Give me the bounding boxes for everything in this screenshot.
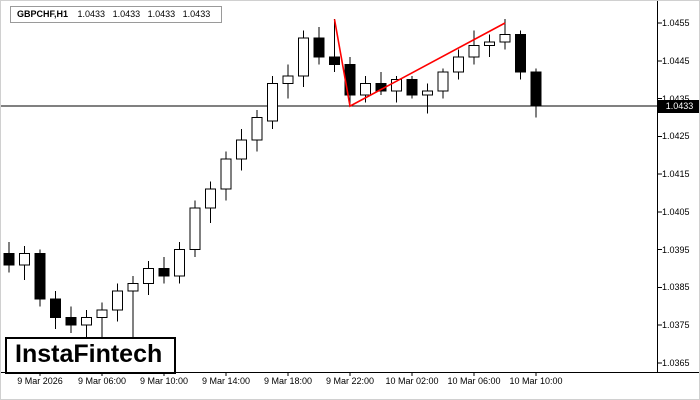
bull-candle: [360, 82, 371, 96]
bull-candle: [282, 75, 294, 84]
bear-candle: [65, 317, 77, 326]
quote-close: 1.0433: [182, 9, 211, 19]
bull-candle: [453, 56, 464, 73]
price-axis: 1.0455 1.0445 1.0435 1.0425 1.0415 1.0405 1.03…: [660, 1, 699, 372]
time-axis-label: 9 Mar 14:00: [201, 376, 251, 386]
price-axis-label: 1.0455: [662, 18, 690, 28]
bull-candle: [236, 139, 247, 160]
time-axis-label: 10 Mar 02:00: [385, 376, 439, 386]
bull-candle: [267, 82, 278, 122]
bull-candle: [19, 252, 30, 266]
bear-candle: [406, 79, 418, 96]
bear-candle: [3, 252, 15, 266]
bull-candle: [220, 158, 232, 190]
time-axis-label: 10 Mar 10:00: [509, 376, 563, 386]
time-axis-label: 9 Mar 18:00: [263, 376, 313, 386]
bear-candle: [329, 56, 340, 66]
price-axis-label: 1.0405: [662, 207, 690, 217]
bull-candle: [484, 41, 495, 47]
price-axis-label: 1.0375: [662, 320, 690, 330]
time-axis: 9 Mar 2026 9 Mar 06:00 9 Mar 10:00 9 Mar 14…: [1, 376, 699, 392]
time-axis-label: 9 Mar 10:00: [139, 376, 189, 386]
price-axis-label: 1.0415: [662, 169, 690, 179]
bear-candle: [50, 298, 61, 319]
time-axis-label: 9 Mar 22:00: [325, 376, 375, 386]
time-axis-label: 9 Mar 2026: [17, 376, 63, 386]
bear-candle: [158, 268, 170, 277]
price-axis-label: 1.0435: [662, 94, 690, 104]
quote-open: 1.0433: [77, 9, 106, 19]
instafintech-logo: InstaFintech: [5, 337, 177, 374]
bull-candle: [96, 309, 108, 319]
quote-high: 1.0433: [112, 9, 141, 19]
time-axis-label: 9 Mar 06:00: [77, 376, 127, 386]
bear-candle: [515, 33, 526, 73]
price-axis-label: 1.0425: [662, 131, 690, 141]
price-axis-label: 1.0385: [662, 282, 690, 292]
logo-text: InstaFintech: [15, 340, 163, 368]
bull-candle: [437, 71, 449, 92]
bull-candle: [127, 283, 139, 292]
bull-candle: [174, 249, 185, 277]
bear-candle: [313, 37, 325, 58]
bear-candle: [34, 252, 46, 300]
price-axis-label: 1.0395: [662, 245, 690, 255]
bear-candle: [530, 71, 542, 107]
bull-candle: [251, 116, 263, 141]
bull-candle: [499, 33, 511, 43]
symbol-timeframe: GBPCHF,H1: [17, 9, 69, 19]
time-axis-label: 10 Mar 06:00: [447, 376, 501, 386]
price-axis-label: 1.0445: [662, 56, 690, 66]
bull-candle: [391, 79, 402, 92]
bull-candle: [81, 317, 92, 326]
bull-candle: [205, 188, 216, 209]
bull-candle: [112, 290, 123, 311]
zigzag-line: [333, 19, 506, 108]
bull-candle: [468, 45, 480, 58]
current-price-tag: 1.0433: [658, 100, 699, 113]
quote-box: GBPCHF,H1 1.0433 1.0433 1.0433 1.0433: [10, 6, 223, 23]
bull-candle: [143, 268, 154, 285]
price-axis-label: 1.0365: [662, 358, 690, 368]
bull-candle: [189, 207, 201, 251]
quote-low: 1.0433: [147, 9, 176, 19]
bull-candle: [298, 37, 309, 77]
bull-candle: [422, 90, 433, 96]
